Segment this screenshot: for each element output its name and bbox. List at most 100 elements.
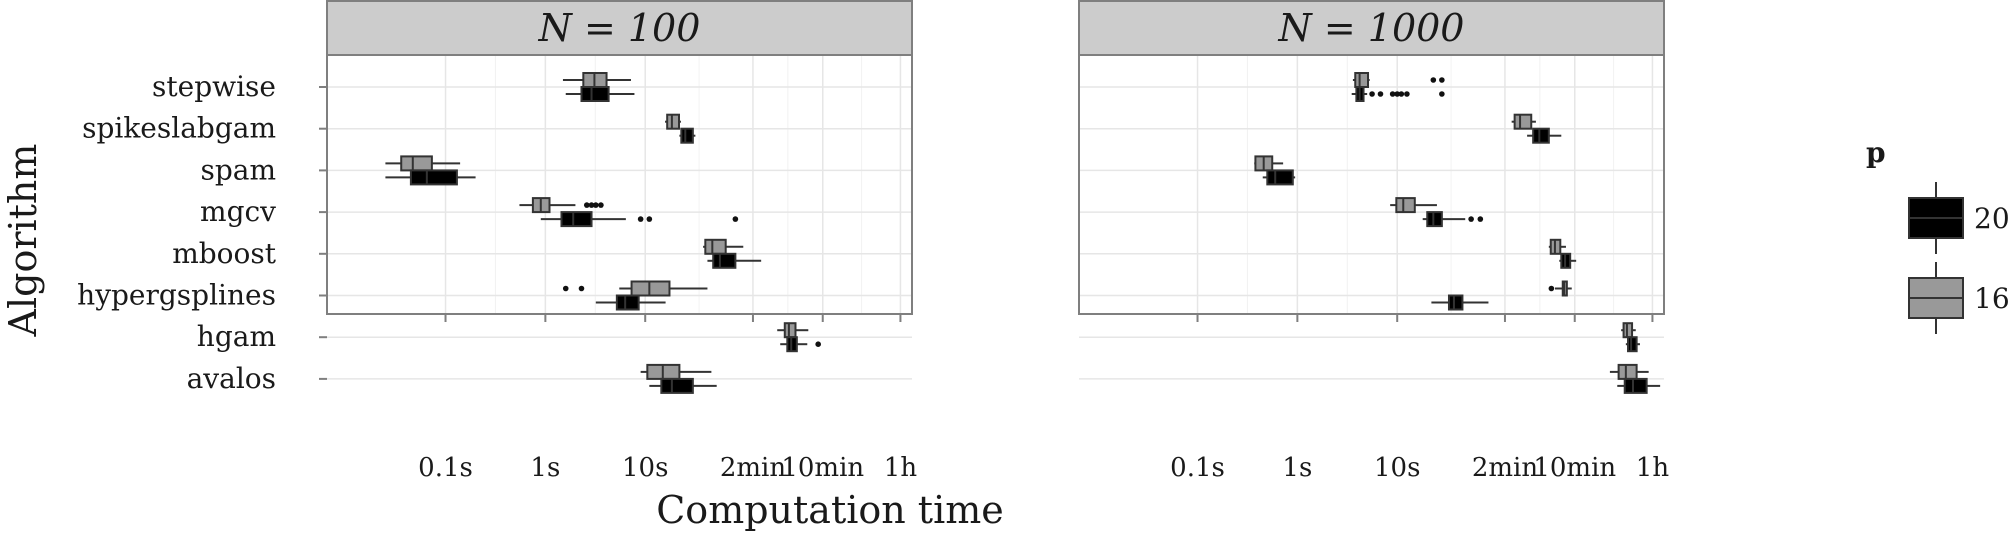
- legend: p 20 16: [1866, 136, 2010, 334]
- box-hgam-p20: [780, 336, 821, 353]
- box-hgam-p16: [1621, 322, 1636, 339]
- box-stepwise-p20: [1351, 86, 1445, 102]
- y-tick-label-stepwise: stepwise: [152, 70, 276, 103]
- outlier-point: [1398, 91, 1405, 97]
- outlier-point: [1468, 216, 1474, 222]
- x-tick-label: 10min: [781, 453, 864, 483]
- x-tick-label: 10s: [622, 453, 668, 483]
- x-tick-label: 1h: [1636, 453, 1670, 483]
- outlier-point: [1389, 91, 1396, 97]
- y-tick-label-spikeslabgam: spikeslabgam: [82, 112, 276, 145]
- outlier-point: [732, 216, 739, 222]
- box-avalos-p16: [640, 363, 712, 380]
- box-spam-p20: [1262, 169, 1296, 186]
- box-mgcv-p16: [1390, 197, 1437, 214]
- x-tick-label: 0.1s: [1170, 453, 1225, 483]
- box-spikeslabgam-p16: [665, 113, 681, 130]
- box-iqr: [560, 211, 593, 228]
- box-avalos-p16: [1609, 363, 1649, 380]
- x-tick-label: 1s: [530, 453, 560, 483]
- box-spikeslabgam-p20: [1527, 127, 1562, 144]
- panel-border: [326, 54, 913, 315]
- box-spam-p20: [385, 169, 476, 186]
- x-tick-label: 0.1s: [418, 453, 473, 483]
- x-tick-label: 2min: [720, 453, 787, 483]
- outlier-point: [646, 216, 653, 222]
- legend-title: p: [1866, 136, 1886, 169]
- outlier-point: [1404, 91, 1410, 97]
- panel-background: [1079, 55, 1664, 314]
- box-iqr: [1266, 169, 1294, 186]
- x-axis-title: Computation time: [656, 488, 1004, 532]
- box-iqr: [1447, 294, 1464, 311]
- box-hypergsplines-p16: [562, 280, 708, 297]
- y-tick-label-spam: spam: [200, 153, 276, 186]
- outlier-point: [637, 216, 644, 222]
- panel-strip-label: N = 100: [538, 6, 701, 50]
- box-iqr: [400, 155, 433, 172]
- y-tick-label-mgcv: mgcv: [200, 195, 276, 228]
- outlier-point: [1377, 91, 1384, 97]
- panel-strip: [326, 0, 913, 56]
- y-axis-title: Algorithm: [1, 144, 45, 338]
- outlier-point: [1430, 77, 1437, 83]
- box-mboost-p20: [707, 252, 762, 269]
- outlier-point: [588, 202, 595, 208]
- legend-label: 20: [1974, 202, 2010, 235]
- outlier-point: [583, 202, 590, 208]
- box-iqr: [409, 169, 458, 186]
- box-iqr: [1513, 113, 1533, 130]
- box-iqr: [1627, 336, 1638, 353]
- box-hgam-p16: [777, 322, 809, 339]
- box-iqr: [704, 238, 727, 255]
- outlier-point: [598, 202, 604, 208]
- legend-item-16: 16: [1908, 262, 2010, 334]
- outlier-point: [593, 202, 599, 208]
- box-hypergsplines-p20: [1431, 294, 1489, 311]
- box-spikeslabgam-p20: [679, 127, 696, 144]
- outlier-point: [1477, 216, 1484, 222]
- x-tick-label: 10min: [1533, 453, 1616, 483]
- y-tick-label-avalos: avalos: [187, 362, 276, 395]
- box-avalos-p20: [649, 377, 717, 394]
- box-mboost-p16: [1548, 238, 1566, 255]
- x-tick-label: 2min: [1472, 453, 1539, 483]
- box-mgcv-p16: [519, 197, 604, 214]
- box-mboost-p20: [1559, 252, 1577, 269]
- outlier-point: [1394, 91, 1401, 97]
- box-iqr: [666, 113, 681, 130]
- box-mgcv-p20: [540, 211, 739, 228]
- panel-border: [1078, 54, 1665, 315]
- outlier-point: [1439, 91, 1445, 97]
- box-stepwise-p20: [565, 86, 635, 102]
- box-iqr: [783, 322, 797, 339]
- box-spikeslabgam-p16: [1511, 113, 1536, 130]
- outlier-point: [1439, 77, 1445, 83]
- box-spam-p16: [1254, 155, 1284, 172]
- box-iqr: [615, 294, 640, 311]
- box-iqr: [1617, 363, 1638, 380]
- box-iqr: [680, 127, 694, 144]
- box-mboost-p16: [703, 238, 744, 255]
- box-iqr: [580, 86, 610, 102]
- box-iqr: [630, 280, 671, 297]
- x-tick-label: 1h: [884, 453, 918, 483]
- box-hypergsplines-p16: [1548, 280, 1572, 297]
- y-tick-label-hypergsplines: hypergsplines: [77, 279, 276, 312]
- box-iqr: [1354, 72, 1370, 88]
- panel-strip-label: N = 1000: [1278, 6, 1465, 50]
- legend-label: 16: [1974, 282, 2010, 315]
- box-iqr: [1623, 377, 1648, 394]
- outlier-point: [1369, 91, 1375, 97]
- box-iqr: [1426, 211, 1443, 228]
- outlier-point: [1548, 285, 1555, 292]
- outlier-point: [578, 285, 585, 292]
- box-mgcv-p20: [1422, 211, 1484, 228]
- x-tick-label: 10s: [1374, 453, 1420, 483]
- box-hgam-p20: [1625, 336, 1640, 353]
- x-tick-label: 1s: [1282, 453, 1312, 483]
- box-iqr: [1532, 127, 1550, 144]
